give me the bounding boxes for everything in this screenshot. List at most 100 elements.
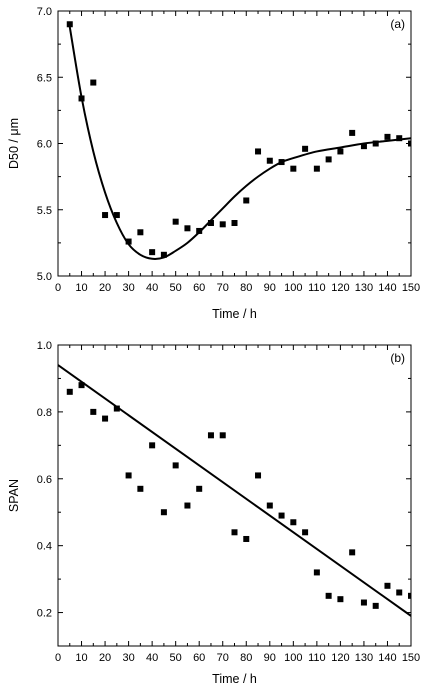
data-point (90, 408, 97, 415)
x-tick-label: 100 (284, 652, 302, 664)
data-point (384, 133, 391, 140)
data-point (302, 529, 309, 536)
x-tick-label: 130 (355, 282, 373, 294)
data-point (66, 21, 73, 28)
x-tick-label: 10 (75, 652, 87, 664)
data-point (78, 382, 85, 389)
data-point (384, 582, 391, 589)
x-tick-label: 30 (122, 282, 134, 294)
x-tick-label: 30 (122, 652, 134, 664)
data-point (372, 602, 379, 609)
y-tick-label: 5.5 (37, 205, 52, 217)
data-point (231, 529, 238, 536)
data-point (172, 462, 179, 469)
data-point (90, 79, 97, 86)
data-point (137, 229, 144, 236)
data-point (396, 589, 403, 596)
y-axis-title: D50 / μm (7, 118, 21, 169)
x-tick-label: 50 (170, 282, 182, 294)
x-tick-label: 90 (264, 282, 276, 294)
x-tick-label: 110 (308, 652, 326, 664)
data-point (325, 592, 332, 599)
data-point (408, 140, 411, 147)
data-point (255, 148, 262, 155)
x-tick-label: 40 (146, 652, 158, 664)
plot-marks (58, 364, 411, 617)
data-point (325, 156, 332, 163)
y-tick-label: 6.5 (37, 72, 52, 84)
x-tick-label: 150 (402, 282, 420, 294)
data-point (160, 251, 167, 258)
data-point (243, 535, 250, 542)
x-tick-label: 70 (217, 652, 229, 664)
data-point (243, 197, 250, 204)
data-point (290, 519, 297, 526)
data-point (172, 218, 179, 225)
y-tick-label: 5.0 (37, 271, 52, 283)
data-point (266, 502, 273, 509)
x-tick-label: 60 (193, 282, 205, 294)
data-point (137, 485, 144, 492)
x-tick-label: 120 (331, 652, 349, 664)
data-point (255, 472, 262, 479)
chart-panel-2: 0 10 20 30 40 50 60 70 80 90 100 110 120 130 140 150 0.2… (7, 340, 420, 686)
data-point (231, 220, 238, 226)
data-point (207, 432, 214, 439)
data-point (149, 249, 156, 256)
fit-curve (68, 26, 411, 260)
data-point (184, 225, 191, 232)
y-tick-label: 0.2 (37, 608, 52, 620)
y-tick-label: 0.8 (37, 407, 52, 419)
y-axis-title: SPAN (7, 479, 21, 512)
x-tick-label: 0 (55, 282, 61, 294)
y-tick-label: 0.4 (37, 541, 52, 553)
data-point (313, 165, 320, 172)
data-point (184, 502, 191, 509)
x-tick-label: 50 (170, 652, 182, 664)
x-tick-label: 40 (146, 282, 158, 294)
data-point (372, 140, 379, 147)
data-point (290, 165, 297, 172)
data-point (408, 592, 411, 599)
x-axis-title: Time / h (212, 672, 257, 686)
x-tick-label: 70 (217, 282, 229, 294)
y-tick-label: 7.0 (37, 6, 52, 18)
data-point (302, 145, 309, 152)
panel-label: (a) (390, 17, 405, 31)
y-tick-label: 6.0 (37, 139, 52, 151)
x-tick-label: 80 (240, 652, 252, 664)
x-axis-title: Time / h (212, 307, 257, 321)
x-tick-label: 130 (355, 652, 373, 664)
panel-label: (b) (390, 351, 405, 365)
data-point (207, 220, 214, 226)
data-point (337, 148, 344, 155)
x-tick-label: 60 (193, 652, 205, 664)
data-point (396, 135, 403, 142)
data-point (160, 509, 167, 516)
x-tick-label: 120 (331, 282, 349, 294)
data-point (360, 599, 367, 606)
x-tick-label: 150 (402, 652, 420, 664)
data-point (102, 415, 109, 422)
data-point (125, 472, 132, 479)
data-point (196, 485, 203, 492)
x-tick-label: 110 (308, 282, 326, 294)
data-point (349, 129, 356, 136)
data-point (349, 549, 356, 556)
plot-marks (66, 21, 411, 260)
x-tick-label: 80 (240, 282, 252, 294)
y-tick-label: 0.6 (37, 474, 52, 486)
x-tick-label: 10 (75, 282, 87, 294)
data-point (113, 212, 120, 219)
data-point (113, 405, 120, 412)
chart-panel-1: 0 10 20 30 40 50 60 70 80 90 100 110 120 130 140 150 5.0… (7, 6, 420, 321)
data-point (66, 388, 73, 395)
x-tick-label: 20 (99, 652, 111, 664)
plot-frame (57, 344, 412, 647)
data-point (219, 221, 226, 228)
data-point (360, 143, 367, 150)
y-tick-label: 1.0 (37, 340, 52, 352)
x-tick-label: 20 (99, 282, 111, 294)
x-tick-label: 0 (55, 652, 61, 664)
